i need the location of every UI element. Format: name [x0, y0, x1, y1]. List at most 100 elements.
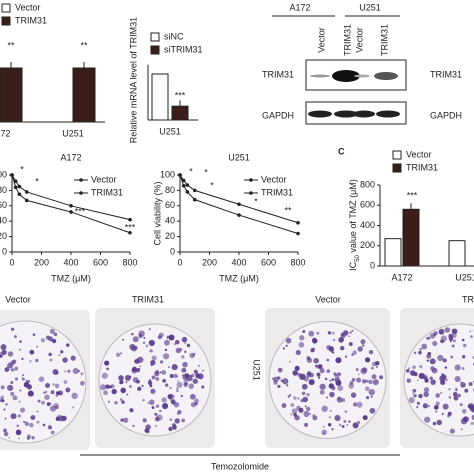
colony — [293, 396, 297, 400]
colony — [291, 408, 298, 414]
colony — [56, 391, 60, 395]
colony — [4, 417, 7, 420]
colony — [147, 380, 153, 385]
x-axis-label: TMZ (μM) — [51, 273, 91, 283]
colony — [176, 381, 183, 388]
colony — [149, 349, 153, 353]
colony — [338, 337, 344, 343]
colony — [167, 365, 171, 369]
colony — [448, 333, 454, 339]
colony — [297, 397, 300, 400]
colony — [412, 365, 416, 370]
x-tick-label: 400 — [231, 257, 246, 267]
point — [17, 184, 22, 189]
colony — [277, 367, 283, 373]
colony — [319, 389, 325, 395]
colony — [25, 379, 29, 383]
colony — [272, 377, 275, 380]
colony — [319, 383, 326, 390]
colony — [316, 372, 321, 377]
colony — [348, 335, 351, 338]
colony — [142, 399, 145, 402]
colony — [29, 422, 34, 428]
y-tick-label: 80 — [0, 185, 7, 195]
colony — [467, 403, 473, 409]
lane-label: TRIM31 — [379, 24, 389, 56]
x-tick-label: A172 — [0, 128, 11, 138]
colony — [308, 330, 315, 337]
colony — [437, 354, 444, 362]
western-blot: A172 U251 Vector TRIM31 Vector TRIM31 TR… — [262, 2, 462, 125]
colony — [450, 355, 454, 359]
colony — [202, 369, 204, 372]
colony — [70, 355, 76, 361]
colony — [289, 360, 291, 363]
colony — [336, 372, 341, 377]
point — [296, 220, 300, 225]
colony — [125, 381, 128, 384]
colony — [294, 365, 300, 371]
lane-label: TRIM31 — [342, 24, 352, 56]
lane-label: Vector — [354, 27, 364, 53]
colony — [460, 382, 466, 388]
annotation: * — [210, 180, 214, 190]
colony — [328, 349, 331, 352]
colony — [201, 385, 205, 389]
colony — [52, 369, 59, 375]
colony — [282, 378, 289, 385]
colony — [174, 339, 180, 345]
colony — [3, 431, 9, 437]
colony — [55, 416, 61, 422]
colony — [35, 358, 39, 363]
row-label: TRIM31 — [430, 69, 462, 79]
colony — [146, 429, 150, 434]
colony — [61, 415, 67, 422]
colony — [358, 421, 361, 424]
colony — [335, 357, 342, 364]
cell-line-label: A172 — [289, 2, 310, 12]
colony — [80, 381, 85, 386]
colony — [126, 393, 129, 396]
colony — [366, 396, 370, 400]
colony — [412, 388, 417, 393]
colony — [184, 382, 187, 385]
legend-label: siNC — [164, 31, 184, 41]
colony-label: TRIM31 — [132, 294, 164, 304]
band — [354, 74, 370, 78]
annotation: * — [20, 164, 24, 174]
point — [237, 202, 241, 207]
colony — [406, 378, 411, 383]
colony — [195, 372, 200, 377]
x-tick-label: U251 — [62, 128, 84, 138]
colony — [418, 393, 423, 399]
colony — [471, 407, 474, 414]
y-axis-label: Cell viability (%) — [152, 181, 162, 245]
colony — [148, 339, 155, 347]
colony — [418, 372, 425, 380]
colony — [306, 372, 312, 378]
colony — [19, 340, 22, 343]
colony — [50, 390, 55, 395]
legend-swatch — [1, 16, 11, 26]
colony — [424, 416, 431, 423]
colony — [426, 353, 432, 359]
colony — [444, 366, 448, 369]
x-tick-label: U251 — [159, 126, 181, 136]
legend-swatch — [392, 163, 402, 173]
colony — [66, 343, 70, 347]
colony — [429, 358, 436, 365]
colony — [111, 388, 117, 395]
colony — [27, 390, 34, 397]
point — [24, 190, 29, 194]
colony — [18, 437, 20, 440]
colony — [142, 418, 147, 423]
colony — [80, 372, 84, 376]
y-axis-label-part: value of TMZ (μM) — [348, 179, 358, 255]
colony — [453, 395, 459, 401]
colony — [435, 410, 438, 413]
band — [334, 110, 358, 118]
colony — [445, 378, 448, 381]
colony — [357, 346, 363, 352]
colony — [426, 359, 430, 362]
